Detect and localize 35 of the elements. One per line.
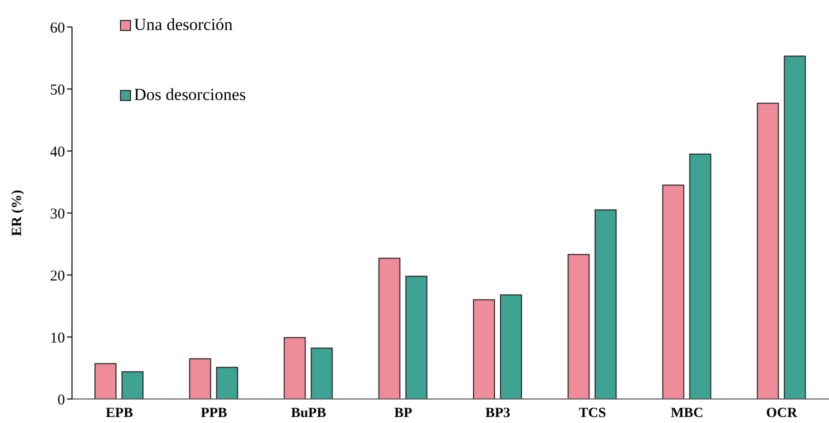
bar	[216, 366, 238, 399]
bar	[405, 276, 428, 399]
bar	[662, 184, 684, 399]
legend-label: Dos desorciones	[134, 85, 246, 105]
bar	[310, 348, 333, 399]
bar	[122, 371, 144, 399]
bar	[473, 299, 495, 399]
x-tick-label: OCR	[766, 406, 798, 421]
legend: Una desorción Dos desorciones	[120, 15, 246, 105]
y-tick-label: 50	[50, 82, 65, 98]
y-tick-label: 60	[50, 20, 65, 36]
bar	[378, 258, 400, 399]
bar	[284, 337, 306, 399]
bar	[500, 294, 522, 399]
bar	[689, 154, 712, 399]
x-tick-label: MBC	[670, 406, 704, 421]
legend-label: Una desorción	[134, 15, 233, 35]
y-tick-label: 0	[58, 392, 65, 408]
y-axis-title: ER (%)	[10, 190, 25, 236]
x-tick-label: BP	[394, 406, 413, 421]
x-tick-label: TCS	[578, 406, 606, 421]
bar	[568, 254, 590, 399]
y-tick-label: 30	[50, 206, 65, 222]
x-tick-label: BP3	[485, 406, 510, 421]
bar	[189, 358, 212, 399]
y-tick-label: 10	[50, 330, 65, 346]
bar	[784, 56, 806, 399]
bar	[756, 102, 779, 399]
x-tick-label: PPB	[200, 406, 228, 421]
x-tick-label: EPB	[106, 406, 133, 421]
x-tick-label: BuPB	[291, 406, 326, 421]
y-tick-label: 20	[50, 268, 65, 284]
bar	[94, 363, 116, 399]
bar	[594, 209, 617, 399]
y-tick-label: 40	[50, 144, 65, 160]
